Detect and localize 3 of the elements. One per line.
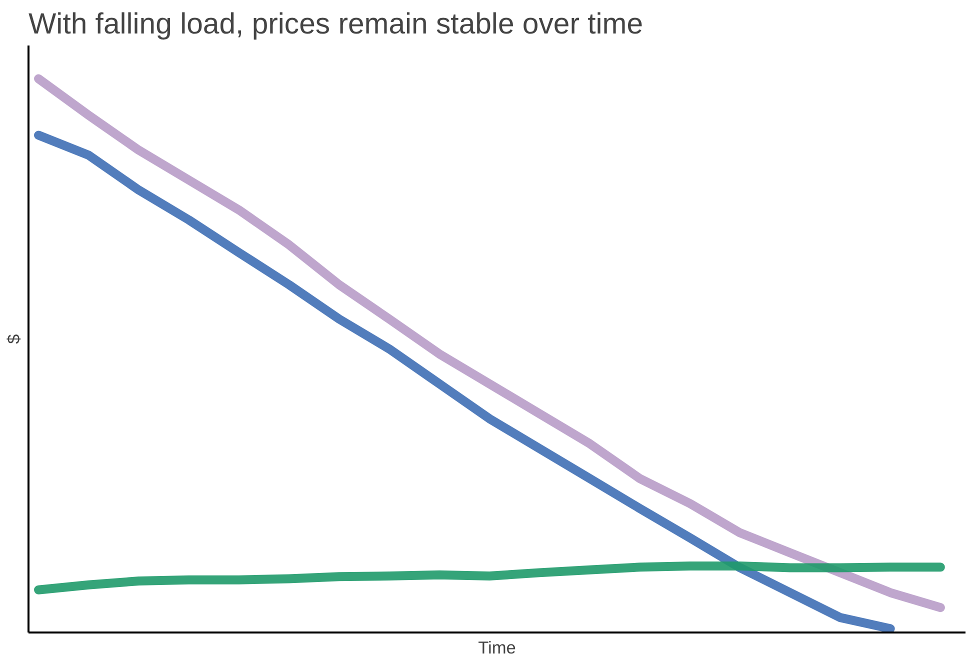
x-axis-title: Time — [478, 638, 516, 658]
chart-title: With falling load, prices remain stable over time — [28, 8, 644, 40]
y-axis-title: $ — [4, 334, 24, 344]
